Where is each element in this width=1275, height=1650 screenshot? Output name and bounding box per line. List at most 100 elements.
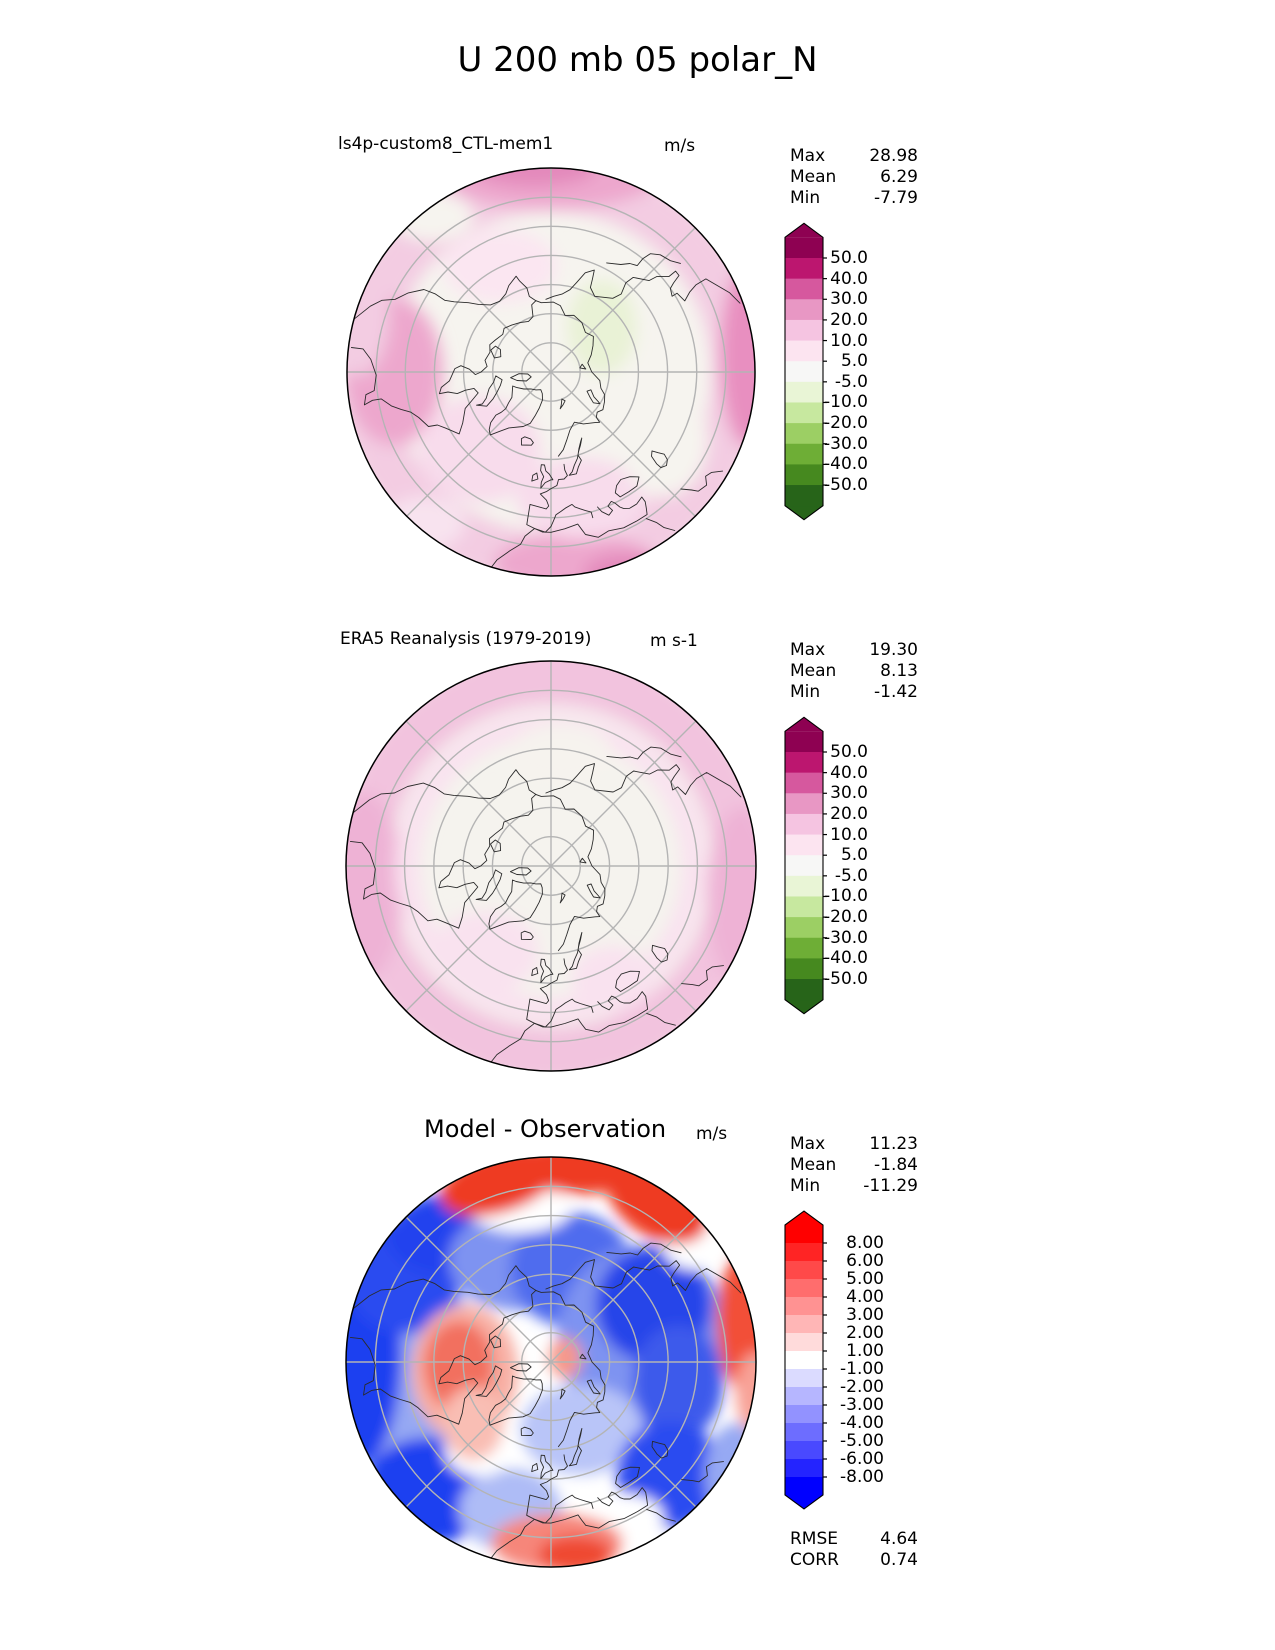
colorbar-segment xyxy=(785,1477,823,1496)
colorbar-segment xyxy=(785,1441,823,1460)
colorbar-segment xyxy=(785,1315,823,1334)
coastline xyxy=(615,970,640,992)
colorbar-segment xyxy=(785,278,823,300)
coastline xyxy=(352,1265,537,1310)
coastline xyxy=(535,793,606,952)
panel-1-stat-row: Min -7.79 xyxy=(790,188,918,209)
colorbar-segment xyxy=(785,1405,823,1424)
coastline xyxy=(475,1365,503,1397)
contour-blob xyxy=(548,1337,582,1379)
coastline xyxy=(545,1259,742,1294)
panel-2-stat-label-max: Max xyxy=(790,640,826,660)
map-3-graticule xyxy=(346,1157,756,1567)
coastline xyxy=(531,472,539,482)
panel-1-stat-row: Max 28.98 xyxy=(790,146,918,167)
contour-blob xyxy=(735,1351,756,1434)
colorbar-outline xyxy=(784,716,824,1015)
coastline xyxy=(488,385,543,436)
colorbar-segment xyxy=(785,1279,823,1298)
coastline xyxy=(488,879,543,930)
coastline xyxy=(520,1426,534,1436)
coastline xyxy=(586,1379,601,1395)
colorbar-segment xyxy=(785,423,823,445)
panel-3-stat-value-min: -11.29 xyxy=(863,1176,918,1196)
panel-1-title: ls4p-custom8_CTL-mem1 xyxy=(338,134,554,154)
colorbar-segment xyxy=(785,1261,823,1280)
colorbar-segment xyxy=(785,381,823,403)
panel-3-stat-row: Mean -1.84 xyxy=(790,1155,918,1176)
coastline xyxy=(586,389,601,405)
panel-1-stat-label-max: Max xyxy=(790,146,826,166)
panel-1-stat-row: Mean 6.29 xyxy=(790,167,918,188)
panel-1-stat-value-mean: 6.29 xyxy=(880,167,918,187)
coastline xyxy=(568,931,583,971)
colorbar-lower-arrow xyxy=(785,1495,823,1509)
coastline xyxy=(568,437,583,476)
colorbar-segment xyxy=(785,875,823,897)
panel-2-stats: Max 19.30 Mean 8.13 Min -1.42 xyxy=(790,640,918,703)
contour-blob xyxy=(706,806,756,987)
panel-2-stat-row: Min -1.42 xyxy=(790,682,918,703)
map-2-boundary xyxy=(345,660,757,1072)
panel-2-units: m s-1 xyxy=(650,631,698,651)
colorbar-upper-arrow xyxy=(785,717,823,732)
colorbar-segment xyxy=(785,299,823,321)
contour-blob xyxy=(717,1249,756,1393)
panel-3-stat-value-mean: -1.84 xyxy=(874,1155,918,1175)
coastline xyxy=(352,769,537,814)
coastline xyxy=(646,1508,676,1522)
map-1-boundary xyxy=(346,167,756,577)
contour-blob xyxy=(493,533,658,576)
coastline xyxy=(606,1242,682,1256)
colorbar-segment xyxy=(785,752,823,774)
panel-2-stat-value-min: -1.42 xyxy=(874,682,918,702)
coastline xyxy=(559,892,566,904)
panel-3-stat-label-min: Min xyxy=(790,1176,821,1196)
coastline xyxy=(651,944,669,963)
colorbar-segment xyxy=(785,1243,823,1262)
coastline xyxy=(509,1363,532,1372)
colorbar-segment xyxy=(785,1369,823,1388)
contour-blob xyxy=(391,192,474,242)
coastline xyxy=(559,1388,566,1400)
colorbar-3 xyxy=(784,1210,827,1510)
coastline xyxy=(531,967,539,977)
colorbar-segment xyxy=(785,340,823,362)
colorbar-segment xyxy=(785,1459,823,1478)
map-3-boundary xyxy=(345,1156,757,1568)
coastline xyxy=(534,496,648,538)
panel-1-stat-value-min: -7.79 xyxy=(874,188,918,208)
coastline xyxy=(579,363,587,370)
map-1-coastlines xyxy=(350,253,741,568)
coastline xyxy=(579,1353,587,1360)
coastline xyxy=(545,269,741,304)
colorbar-segment xyxy=(785,896,823,918)
coastline xyxy=(490,1518,535,1559)
contour-blob xyxy=(510,722,613,784)
map-2 xyxy=(346,661,756,1071)
coastline xyxy=(526,463,594,533)
colorbar-outline xyxy=(784,222,824,521)
panel-2-stat-value-max: 19.30 xyxy=(869,640,918,660)
map-1-graticule xyxy=(347,168,755,576)
colorbar-segment xyxy=(785,402,823,424)
coastline xyxy=(490,1022,535,1063)
map-2-coastlines xyxy=(349,746,742,1063)
contour-blob xyxy=(432,911,539,994)
colorbar-segment xyxy=(785,1351,823,1370)
contour-blob xyxy=(704,1423,756,1526)
contour-blob xyxy=(720,263,755,448)
panel-3-stat-label-mean: Mean xyxy=(790,1155,837,1175)
panel-3-stat-row: Max 11.23 xyxy=(790,1134,918,1155)
map-1 xyxy=(347,168,755,576)
panel-3-skill-value-corr: 0.74 xyxy=(880,1550,918,1570)
contour-blob xyxy=(633,1325,724,1440)
coastline xyxy=(606,746,682,760)
coastline xyxy=(586,883,601,899)
coastline xyxy=(681,1461,724,1483)
coastline xyxy=(526,958,594,1028)
colorbar-segment xyxy=(785,485,823,507)
coastline xyxy=(645,518,676,531)
colorbar-segment xyxy=(785,834,823,856)
